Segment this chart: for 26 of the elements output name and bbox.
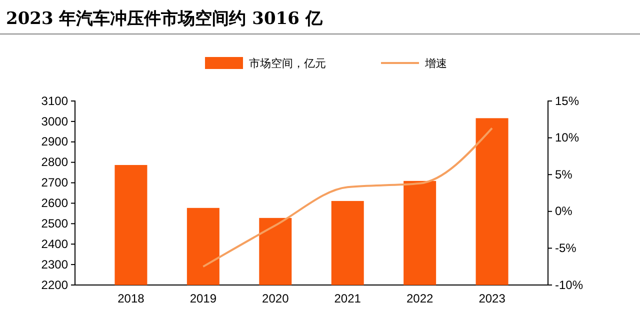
x-tick-label: 2022 <box>406 291 434 306</box>
x-tick-label: 2018 <box>118 291 145 306</box>
x-tick-label: 2020 <box>262 291 290 306</box>
y2-tick-label: 10% <box>555 130 580 145</box>
legend-label: 增速 <box>424 57 447 70</box>
y2-tick-label: 15% <box>555 94 580 108</box>
chart-title: 2023 年汽车冲压件市场空间约 3016 亿 <box>6 9 324 29</box>
x-tick-label: 2019 <box>190 291 217 306</box>
y-tick-label: 3000 <box>41 114 68 128</box>
line-series <box>202 127 494 268</box>
y-tick-label: 2800 <box>41 155 68 170</box>
y2-tick-label: 0% <box>555 204 573 218</box>
y-tick-label: 2900 <box>41 134 68 149</box>
x-tick-label: 2023 <box>478 291 506 306</box>
y-tick-label: 3100 <box>41 94 68 108</box>
legend-label: 市场空间，亿元 <box>249 57 326 70</box>
y-tick-label: 2200 <box>41 278 68 292</box>
y-tick-label: 2500 <box>41 216 68 231</box>
y-tick-label: 2300 <box>41 257 68 272</box>
y2-tick-label: -5% <box>555 241 577 256</box>
y-tick-label: 2400 <box>41 236 68 251</box>
y-tick-label: 2700 <box>41 176 68 190</box>
y-tick-label: 2600 <box>41 196 68 210</box>
x-tick-label: 2021 <box>334 291 362 306</box>
y2-tick-label: 5% <box>555 167 573 182</box>
y2-tick-label: -10% <box>555 278 584 292</box>
